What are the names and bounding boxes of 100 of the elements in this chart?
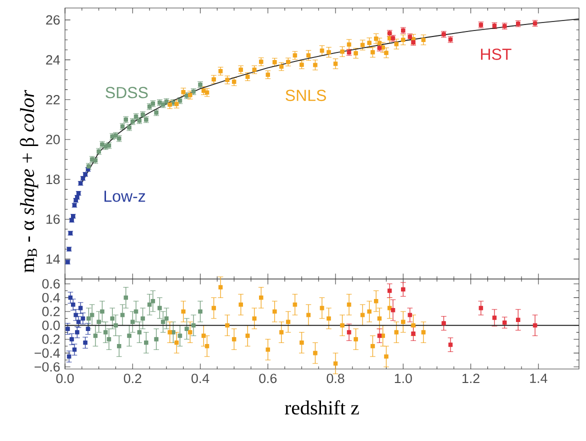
- x-tick-label: 0.8: [326, 374, 344, 384]
- point: [340, 49, 344, 54]
- point: [75, 330, 80, 334]
- point: [252, 316, 257, 321]
- point: [401, 287, 406, 292]
- point: [245, 74, 250, 79]
- point: [292, 302, 298, 307]
- point: [168, 330, 172, 334]
- point: [266, 347, 270, 352]
- y-tick-label: 0.2: [42, 334, 60, 344]
- point: [72, 347, 77, 352]
- point: [370, 50, 375, 54]
- point: [188, 330, 192, 334]
- y-tick-label: 0.2: [42, 306, 60, 316]
- point: [127, 334, 132, 338]
- point: [360, 312, 365, 318]
- y-tick-label: −0.4: [34, 348, 60, 358]
- point: [320, 48, 324, 53]
- point: [354, 337, 358, 342]
- point: [377, 40, 382, 46]
- point: [408, 312, 412, 318]
- point: [367, 40, 372, 45]
- x-tick-label: 0.2: [124, 374, 142, 384]
- point: [306, 53, 311, 58]
- point: [367, 309, 372, 314]
- y-tick-label: 20: [46, 134, 60, 144]
- y-tick-label: −0.6: [34, 362, 60, 372]
- point: [74, 312, 78, 318]
- point: [387, 306, 392, 310]
- point: [346, 330, 352, 334]
- point: [401, 38, 406, 42]
- x-tick-label: 1.0: [394, 374, 412, 384]
- series-label: Low-z: [104, 190, 146, 202]
- point: [78, 306, 83, 310]
- point: [272, 309, 277, 314]
- point: [70, 337, 74, 342]
- series-label: SNLS: [286, 90, 326, 102]
- point: [326, 316, 331, 321]
- y-tick-label: 22: [46, 95, 60, 104]
- point: [232, 337, 236, 342]
- point: [238, 302, 243, 307]
- point: [130, 320, 135, 324]
- x-tick-label: 0.0: [56, 374, 74, 384]
- point: [93, 334, 98, 338]
- y-tick-label: 16: [46, 214, 60, 224]
- point: [394, 42, 399, 46]
- point: [442, 321, 446, 326]
- point: [114, 323, 118, 328]
- y-tick-label: 0.4: [42, 292, 60, 302]
- point: [448, 342, 453, 347]
- point: [158, 306, 162, 310]
- point: [245, 334, 250, 338]
- point: [76, 320, 81, 324]
- point: [326, 50, 331, 54]
- point: [390, 308, 396, 312]
- series-label: SDSS: [106, 86, 148, 98]
- point: [202, 334, 206, 338]
- y-tick-label: 26: [46, 15, 60, 25]
- point: [258, 60, 264, 64]
- x-tick-label: 1.2: [462, 374, 480, 384]
- point: [198, 309, 202, 314]
- point: [106, 337, 112, 342]
- point: [144, 340, 148, 345]
- point: [150, 299, 156, 304]
- point: [411, 323, 416, 328]
- point: [154, 337, 158, 342]
- point: [354, 51, 358, 56]
- point: [100, 309, 104, 314]
- point: [137, 330, 142, 334]
- point: [181, 309, 186, 314]
- point: [516, 318, 520, 322]
- point: [103, 330, 108, 334]
- point: [333, 62, 338, 66]
- point: [377, 334, 382, 338]
- point: [191, 323, 196, 328]
- point: [360, 42, 365, 48]
- x-tick-label: 0.6: [259, 374, 277, 384]
- point: [204, 344, 210, 348]
- point: [86, 316, 91, 321]
- point: [96, 320, 101, 324]
- point: [174, 340, 179, 345]
- point: [411, 332, 416, 336]
- point: [532, 323, 538, 328]
- point: [258, 296, 264, 300]
- point: [83, 340, 88, 345]
- y-tick-label: 0.6: [42, 279, 60, 289]
- point: [478, 306, 484, 310]
- point: [313, 62, 318, 68]
- x-tick-label: 1.4: [530, 374, 548, 383]
- y-axis-title: m$_{B}$ - α shape + β color: [20, 90, 38, 273]
- point: [66, 326, 70, 331]
- point: [184, 326, 189, 331]
- point: [401, 320, 406, 324]
- point: [147, 302, 152, 307]
- point: [370, 344, 375, 348]
- point: [160, 320, 166, 324]
- point: [140, 316, 145, 321]
- point: [320, 306, 324, 310]
- point: [238, 68, 243, 72]
- x-axis-title: redshift z: [284, 400, 359, 415]
